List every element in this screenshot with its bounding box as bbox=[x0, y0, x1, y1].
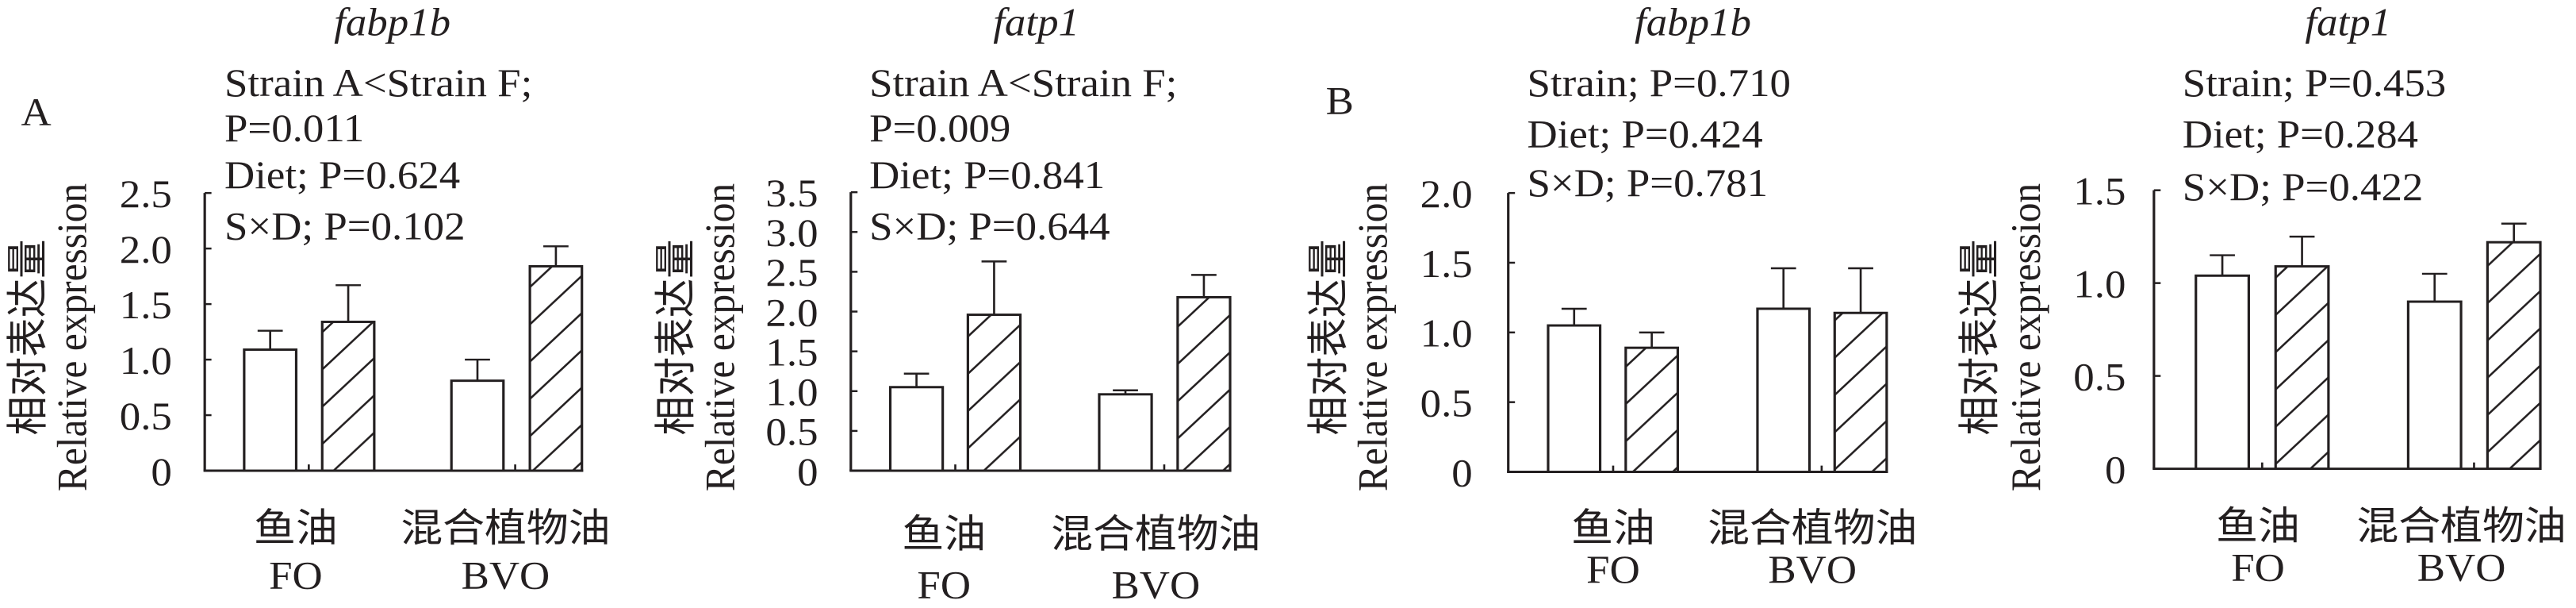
y-tick-label: 2.0 bbox=[765, 291, 818, 335]
y-tick-label: 3.5 bbox=[765, 172, 818, 216]
stat-annotation: S×D; P=0.781 bbox=[1528, 162, 1769, 206]
y-axis-label-en: Relative expression bbox=[2003, 183, 2049, 491]
x-category-label-zh: 混合植物油 bbox=[401, 507, 610, 551]
chart-title: fabp1b bbox=[1635, 1, 1751, 44]
panel-label: A bbox=[21, 91, 51, 135]
y-tick-label: 1.0 bbox=[765, 371, 818, 414]
y-tick-label: 0 bbox=[797, 450, 818, 494]
x-category-label-zh: 混合植物油 bbox=[1708, 507, 1917, 551]
y-tick-label: 1.0 bbox=[120, 339, 172, 383]
y-tick-label: 0 bbox=[151, 450, 171, 494]
y-tick-label: 2.0 bbox=[120, 228, 172, 271]
x-category-label-zh: 混合植物油 bbox=[1051, 513, 1260, 556]
y-tick-label: 0.5 bbox=[2073, 356, 2126, 399]
x-category-label-en: BVO bbox=[462, 554, 550, 598]
x-category-label-zh: 鱼油 bbox=[902, 513, 986, 556]
y-tick-label: 1.5 bbox=[1420, 242, 1473, 286]
y-tick-label: 1.0 bbox=[1420, 312, 1473, 356]
stat-annotation: Diet; P=0.624 bbox=[224, 154, 460, 198]
bar-strain-a bbox=[2406, 300, 2463, 471]
y-tick-label: 2.5 bbox=[765, 252, 818, 295]
x-category-label-en: BVO bbox=[1112, 564, 1201, 607]
x-category-label-zh: 混合植物油 bbox=[2356, 505, 2566, 548]
stat-annotation: Strain; P=0.453 bbox=[2183, 62, 2446, 106]
stat-annotation: S×D; P=0.644 bbox=[869, 205, 1110, 248]
x-category-label-en: BVO bbox=[1768, 548, 1857, 591]
y-tick-label: 0.5 bbox=[765, 410, 818, 454]
y-tick-label: 3.0 bbox=[765, 212, 818, 256]
chart-panel: fabp1b B Strain; P=0.710 Diet; P=0.424 S×D; … bbox=[1305, 1, 1917, 591]
stat-annotation: Diet; P=0.284 bbox=[2183, 113, 2418, 156]
bar-strain-a bbox=[1098, 393, 1153, 472]
chart-title: fatp1 bbox=[2305, 1, 2391, 44]
x-category-label-en: FO bbox=[917, 564, 971, 607]
stat-annotation: Diet; P=0.424 bbox=[1528, 113, 1763, 156]
stat-annotation: Strain; P=0.710 bbox=[1528, 62, 1791, 106]
stat-annotation: P=0.011 bbox=[224, 106, 364, 150]
bar-strain-a bbox=[450, 379, 505, 472]
bar-strain-a bbox=[243, 348, 298, 472]
x-category-label-zh: 鱼油 bbox=[254, 507, 338, 551]
bar-strain-f bbox=[528, 265, 584, 472]
y-tick-label: 0.5 bbox=[120, 394, 172, 438]
stat-annotation: S×D; P=0.422 bbox=[2183, 166, 2424, 210]
y-axis-label-en: Relative expression bbox=[1350, 183, 1397, 491]
y-axis-label-en: Relative expression bbox=[697, 183, 744, 491]
chart-panel: fatp1 Strain; P=0.453 Diet; P=0.284 S×D; P=… bbox=[1957, 1, 2566, 590]
stat-annotation: Strain A<Strain F; bbox=[224, 62, 532, 106]
chart-title: fabp1b bbox=[334, 1, 450, 44]
bar-strain-a bbox=[888, 386, 945, 472]
bar-strain-f bbox=[1176, 296, 1232, 472]
stat-annotation: S×D; P=0.102 bbox=[224, 205, 466, 248]
stat-annotation: Strain A<Strain F; bbox=[869, 62, 1177, 106]
y-axis-label-zh: 相对表达量 bbox=[5, 239, 52, 435]
bar-strain-a bbox=[1756, 307, 1811, 473]
stat-annotation: P=0.009 bbox=[869, 106, 1010, 150]
bar-strain-f bbox=[1833, 311, 1888, 473]
y-tick-label: 0 bbox=[2105, 448, 2126, 492]
y-axis-label-en: Relative expression bbox=[49, 183, 96, 491]
bar-strain-f bbox=[2274, 265, 2330, 471]
panel-label: B bbox=[1326, 79, 1354, 123]
y-tick-label: 1.5 bbox=[120, 283, 172, 327]
y-axis-label-zh: 相对表达量 bbox=[1957, 239, 2003, 435]
x-category-label-en: FO bbox=[2231, 546, 2285, 590]
bar-strain-a bbox=[2195, 274, 2250, 471]
bar-strain-f bbox=[1624, 346, 1680, 473]
y-tick-label: 0 bbox=[1451, 452, 1472, 495]
y-tick-label: 1.5 bbox=[765, 331, 818, 375]
x-category-label-en: BVO bbox=[2417, 546, 2506, 590]
stat-annotation: Diet; P=0.841 bbox=[869, 154, 1105, 198]
y-axis-label-zh: 相对表达量 bbox=[654, 239, 700, 435]
bar-strain-a bbox=[1547, 324, 1602, 473]
y-tick-label: 0.5 bbox=[1420, 382, 1473, 425]
x-category-label-en: FO bbox=[1586, 548, 1640, 591]
chart-title: fatp1 bbox=[993, 1, 1079, 44]
y-axis-label-zh: 相对表达量 bbox=[1305, 239, 1352, 435]
x-category-label-zh: 鱼油 bbox=[2216, 505, 2300, 548]
x-category-label-zh: 鱼油 bbox=[1571, 507, 1655, 551]
bar-strain-f bbox=[966, 314, 1022, 472]
y-tick-label: 2.5 bbox=[120, 172, 172, 216]
y-tick-label: 1.0 bbox=[2073, 263, 2126, 306]
bar-strain-f bbox=[2486, 241, 2542, 471]
y-tick-label: 1.5 bbox=[2073, 170, 2126, 214]
bar-strain-f bbox=[320, 321, 376, 472]
y-tick-label: 2.0 bbox=[1420, 172, 1473, 216]
x-category-label-en: FO bbox=[269, 554, 323, 598]
